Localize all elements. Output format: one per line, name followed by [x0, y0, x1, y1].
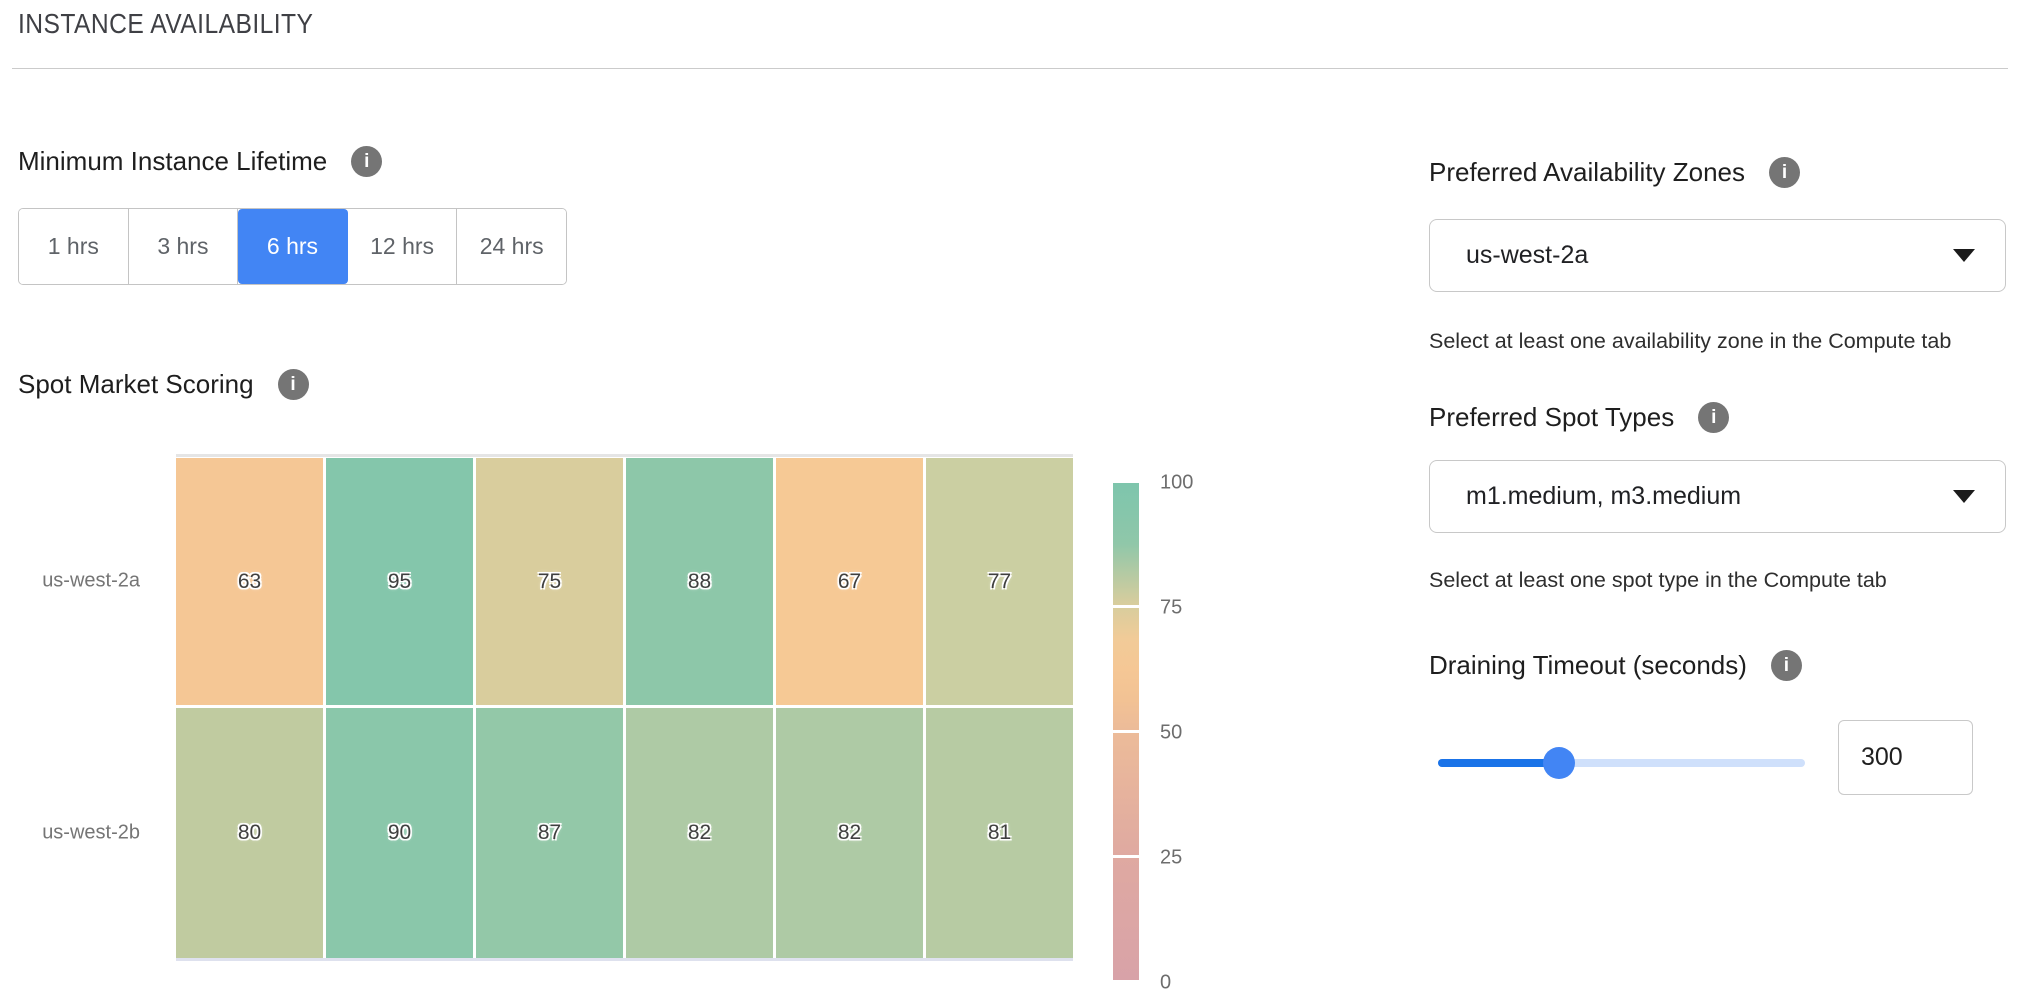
draining-timeout-input[interactable]	[1838, 720, 1973, 795]
heatmap-cell: 82	[776, 708, 923, 958]
heatmap-cell: 81	[926, 708, 1073, 958]
heatmap-cell: 95	[326, 458, 473, 705]
caret-down-icon[interactable]	[1953, 490, 1975, 503]
preferred-availability-zones-label: Preferred Availability Zones	[1429, 157, 1746, 187]
preferred-spot-types-label-row: Preferred Spot Types i	[1429, 402, 1730, 433]
spot-market-scoring-label-row: Spot Market Scoring i	[18, 369, 309, 400]
color-scale-tick: 25	[1160, 846, 1183, 869]
lifetime-option-button[interactable]: 1 hrs	[19, 209, 129, 284]
draining-timeout-label: Draining Timeout (seconds)	[1429, 650, 1747, 680]
preferred-availability-zones-value: us-west-2a	[1466, 241, 1589, 269]
heatmap-color-scale	[1113, 483, 1139, 983]
color-scale-segment	[1113, 483, 1139, 605]
draining-timeout-label-row: Draining Timeout (seconds) i	[1429, 650, 1802, 681]
color-scale-tick: 75	[1160, 596, 1183, 619]
slider-fill	[1438, 759, 1560, 767]
minimum-instance-lifetime-label-row: Minimum Instance Lifetime i	[18, 146, 383, 177]
heatmap-cell: 82	[626, 708, 773, 958]
color-scale-tick: 50	[1160, 721, 1183, 744]
preferred-spot-types-select[interactable]: m1.medium, m3.medium	[1429, 460, 2006, 533]
info-icon[interactable]: i	[1770, 650, 1802, 681]
lifetime-option-button[interactable]: 12 hrs	[347, 209, 458, 284]
heatmap-bottom-border	[176, 958, 1073, 961]
heatmap-top-border	[176, 454, 1073, 457]
heatmap-cell: 67	[776, 458, 923, 705]
spot-types-helper-text: Select at least one spot type in the Com…	[1429, 568, 1887, 592]
color-scale-segment	[1113, 858, 1139, 980]
spot-market-heatmap: 63 95 75 88 67 77 80 90 87 82 82 81	[176, 458, 1073, 958]
heatmap-row-label: us-west-2b	[42, 821, 140, 844]
color-scale-tick: 0	[1160, 971, 1172, 994]
preferred-spot-types-label: Preferred Spot Types	[1429, 402, 1675, 432]
availability-zones-helper-text: Select at least one availability zone in…	[1429, 329, 1952, 353]
page-title: INSTANCE AVAILABILITY	[18, 8, 314, 39]
info-icon[interactable]: i	[351, 146, 383, 177]
heatmap-cell: 88	[626, 458, 773, 705]
preferred-availability-zones-select[interactable]: us-west-2a	[1429, 219, 2006, 292]
info-icon[interactable]: i	[277, 369, 309, 400]
preferred-availability-zones-label-row: Preferred Availability Zones i	[1429, 157, 1801, 188]
slider-thumb[interactable]	[1543, 747, 1576, 779]
color-scale-segment	[1113, 608, 1139, 730]
heatmap-cell: 63	[176, 458, 323, 705]
color-scale-segment	[1113, 733, 1139, 855]
lifetime-option-button[interactable]: 24 hrs	[457, 209, 566, 284]
heatmap-cell: 87	[476, 708, 623, 958]
lifetime-option-button[interactable]: 6 hrs	[238, 209, 348, 284]
draining-timeout-slider[interactable]	[1438, 747, 1805, 779]
minimum-instance-lifetime-label: Minimum Instance Lifetime	[18, 146, 328, 176]
preferred-spot-types-value: m1.medium, m3.medium	[1466, 482, 1742, 510]
heatmap-cell: 90	[326, 708, 473, 958]
lifetime-option-button[interactable]: 3 hrs	[128, 209, 239, 284]
color-scale-tick: 100	[1160, 471, 1194, 494]
heatmap-cell: 75	[476, 458, 623, 705]
caret-down-icon[interactable]	[1953, 249, 1975, 262]
heatmap-cell: 77	[926, 458, 1073, 705]
spot-market-scoring-label: Spot Market Scoring	[18, 369, 254, 399]
lifetime-button-group: 1 hrs 3 hrs 6 hrs 12 hrs 24 hrs	[18, 208, 567, 285]
info-icon[interactable]: i	[1769, 157, 1801, 188]
heatmap-cell: 80	[176, 708, 323, 958]
info-icon[interactable]: i	[1698, 402, 1730, 433]
heatmap-row-label: us-west-2a	[42, 569, 140, 592]
divider	[12, 68, 2008, 69]
